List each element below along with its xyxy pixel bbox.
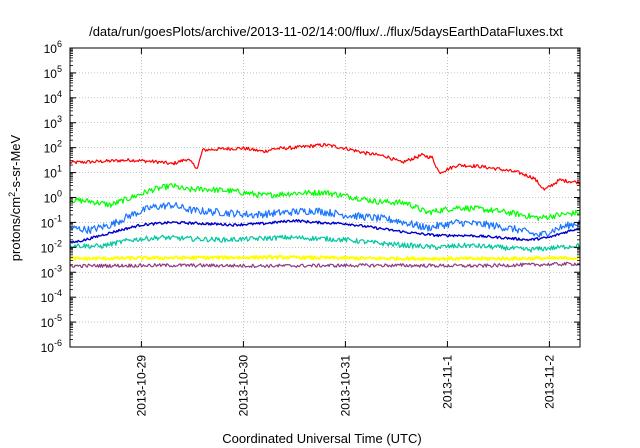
y-axis-label-suffix: -s-sr-MeV: [8, 134, 23, 191]
y-tick-labels: 10-610-510-410-310-210-11001011021031041…: [41, 39, 62, 355]
y-tick-base: 10: [44, 192, 58, 206]
y-tick-base: 10: [44, 167, 58, 181]
y-tick-exponent: -1: [54, 213, 62, 223]
y-tick-exponent: 3: [57, 114, 62, 124]
y-tick-label: 10-1: [41, 213, 62, 230]
y-tick-base: 10: [41, 241, 55, 255]
y-tick-base: 10: [41, 266, 55, 280]
chart-title: /data/run/goesPlots/archive/2013-11-02/1…: [89, 24, 563, 39]
axis-ticks: [70, 47, 580, 348]
y-axis-label-prefix: protons/cm: [8, 197, 23, 261]
x-tick-label: 2013-11-2: [542, 355, 556, 409]
x-tick-label: 2013-10-31: [338, 355, 352, 417]
x-tick-labels: 2013-10-29 2013-10-30 2013-10-31 2013-11-1 2…: [134, 355, 556, 417]
series-line-2: [69, 182, 581, 222]
y-tick-base: 10: [44, 42, 58, 56]
y-tick-label: 102: [44, 139, 62, 156]
series-line-5: [69, 234, 581, 253]
y-tick-base: 10: [41, 291, 55, 305]
x-tick-label: 2013-10-29: [134, 355, 148, 417]
series-line-3: [70, 202, 581, 238]
y-tick-label: 100: [44, 189, 62, 206]
y-axis-label-sup: 2: [7, 192, 17, 197]
y-tick-exponent: 0: [57, 189, 62, 199]
series-line-1: [69, 142, 581, 191]
y-tick-exponent: 5: [57, 64, 62, 74]
y-tick-exponent: 4: [57, 89, 62, 99]
grid-lines: [70, 48, 580, 347]
y-tick-exponent: 1: [57, 164, 62, 174]
y-tick-base: 10: [41, 316, 55, 330]
y-tick-label: 10-4: [41, 288, 62, 305]
y-axis-label: protons/cm2-s-sr-MeV: [7, 134, 23, 261]
y-tick-exponent: 6: [57, 39, 62, 49]
y-tick-label: 106: [44, 39, 62, 56]
y-tick-exponent: -4: [54, 288, 62, 298]
y-tick-exponent: -2: [54, 238, 62, 248]
y-tick-base: 10: [41, 216, 55, 230]
y-tick-base: 10: [44, 67, 58, 81]
y-tick-label: 10-6: [41, 338, 62, 355]
y-tick-exponent: -6: [54, 338, 62, 348]
x-axis-label: Coordinated Universal Time (UTC): [222, 431, 421, 446]
y-tick-label: 104: [44, 89, 62, 106]
y-tick-label: 101: [44, 164, 62, 181]
y-tick-label: 10-5: [41, 313, 62, 330]
y-tick-exponent: -5: [54, 313, 62, 323]
series-line-6: [69, 254, 581, 262]
y-tick-base: 10: [44, 142, 58, 156]
y-tick-label: 10-2: [41, 238, 62, 255]
y-tick-label: 10-3: [41, 263, 62, 280]
series-line-4: [69, 219, 581, 244]
x-tick-label: 2013-11-1: [440, 355, 454, 409]
y-tick-base: 10: [44, 117, 58, 131]
y-tick-label: 105: [44, 64, 62, 81]
y-tick-exponent: 2: [57, 139, 62, 149]
x-tick-label: 2013-10-30: [236, 355, 250, 417]
y-tick-label: 103: [44, 114, 62, 131]
series-line-7: [69, 261, 581, 269]
y-tick-base: 10: [41, 341, 55, 355]
series-group: [69, 142, 581, 269]
y-tick-exponent: -3: [54, 263, 62, 273]
y-tick-base: 10: [44, 92, 58, 106]
